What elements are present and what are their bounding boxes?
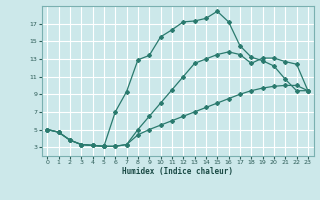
X-axis label: Humidex (Indice chaleur): Humidex (Indice chaleur): [122, 167, 233, 176]
